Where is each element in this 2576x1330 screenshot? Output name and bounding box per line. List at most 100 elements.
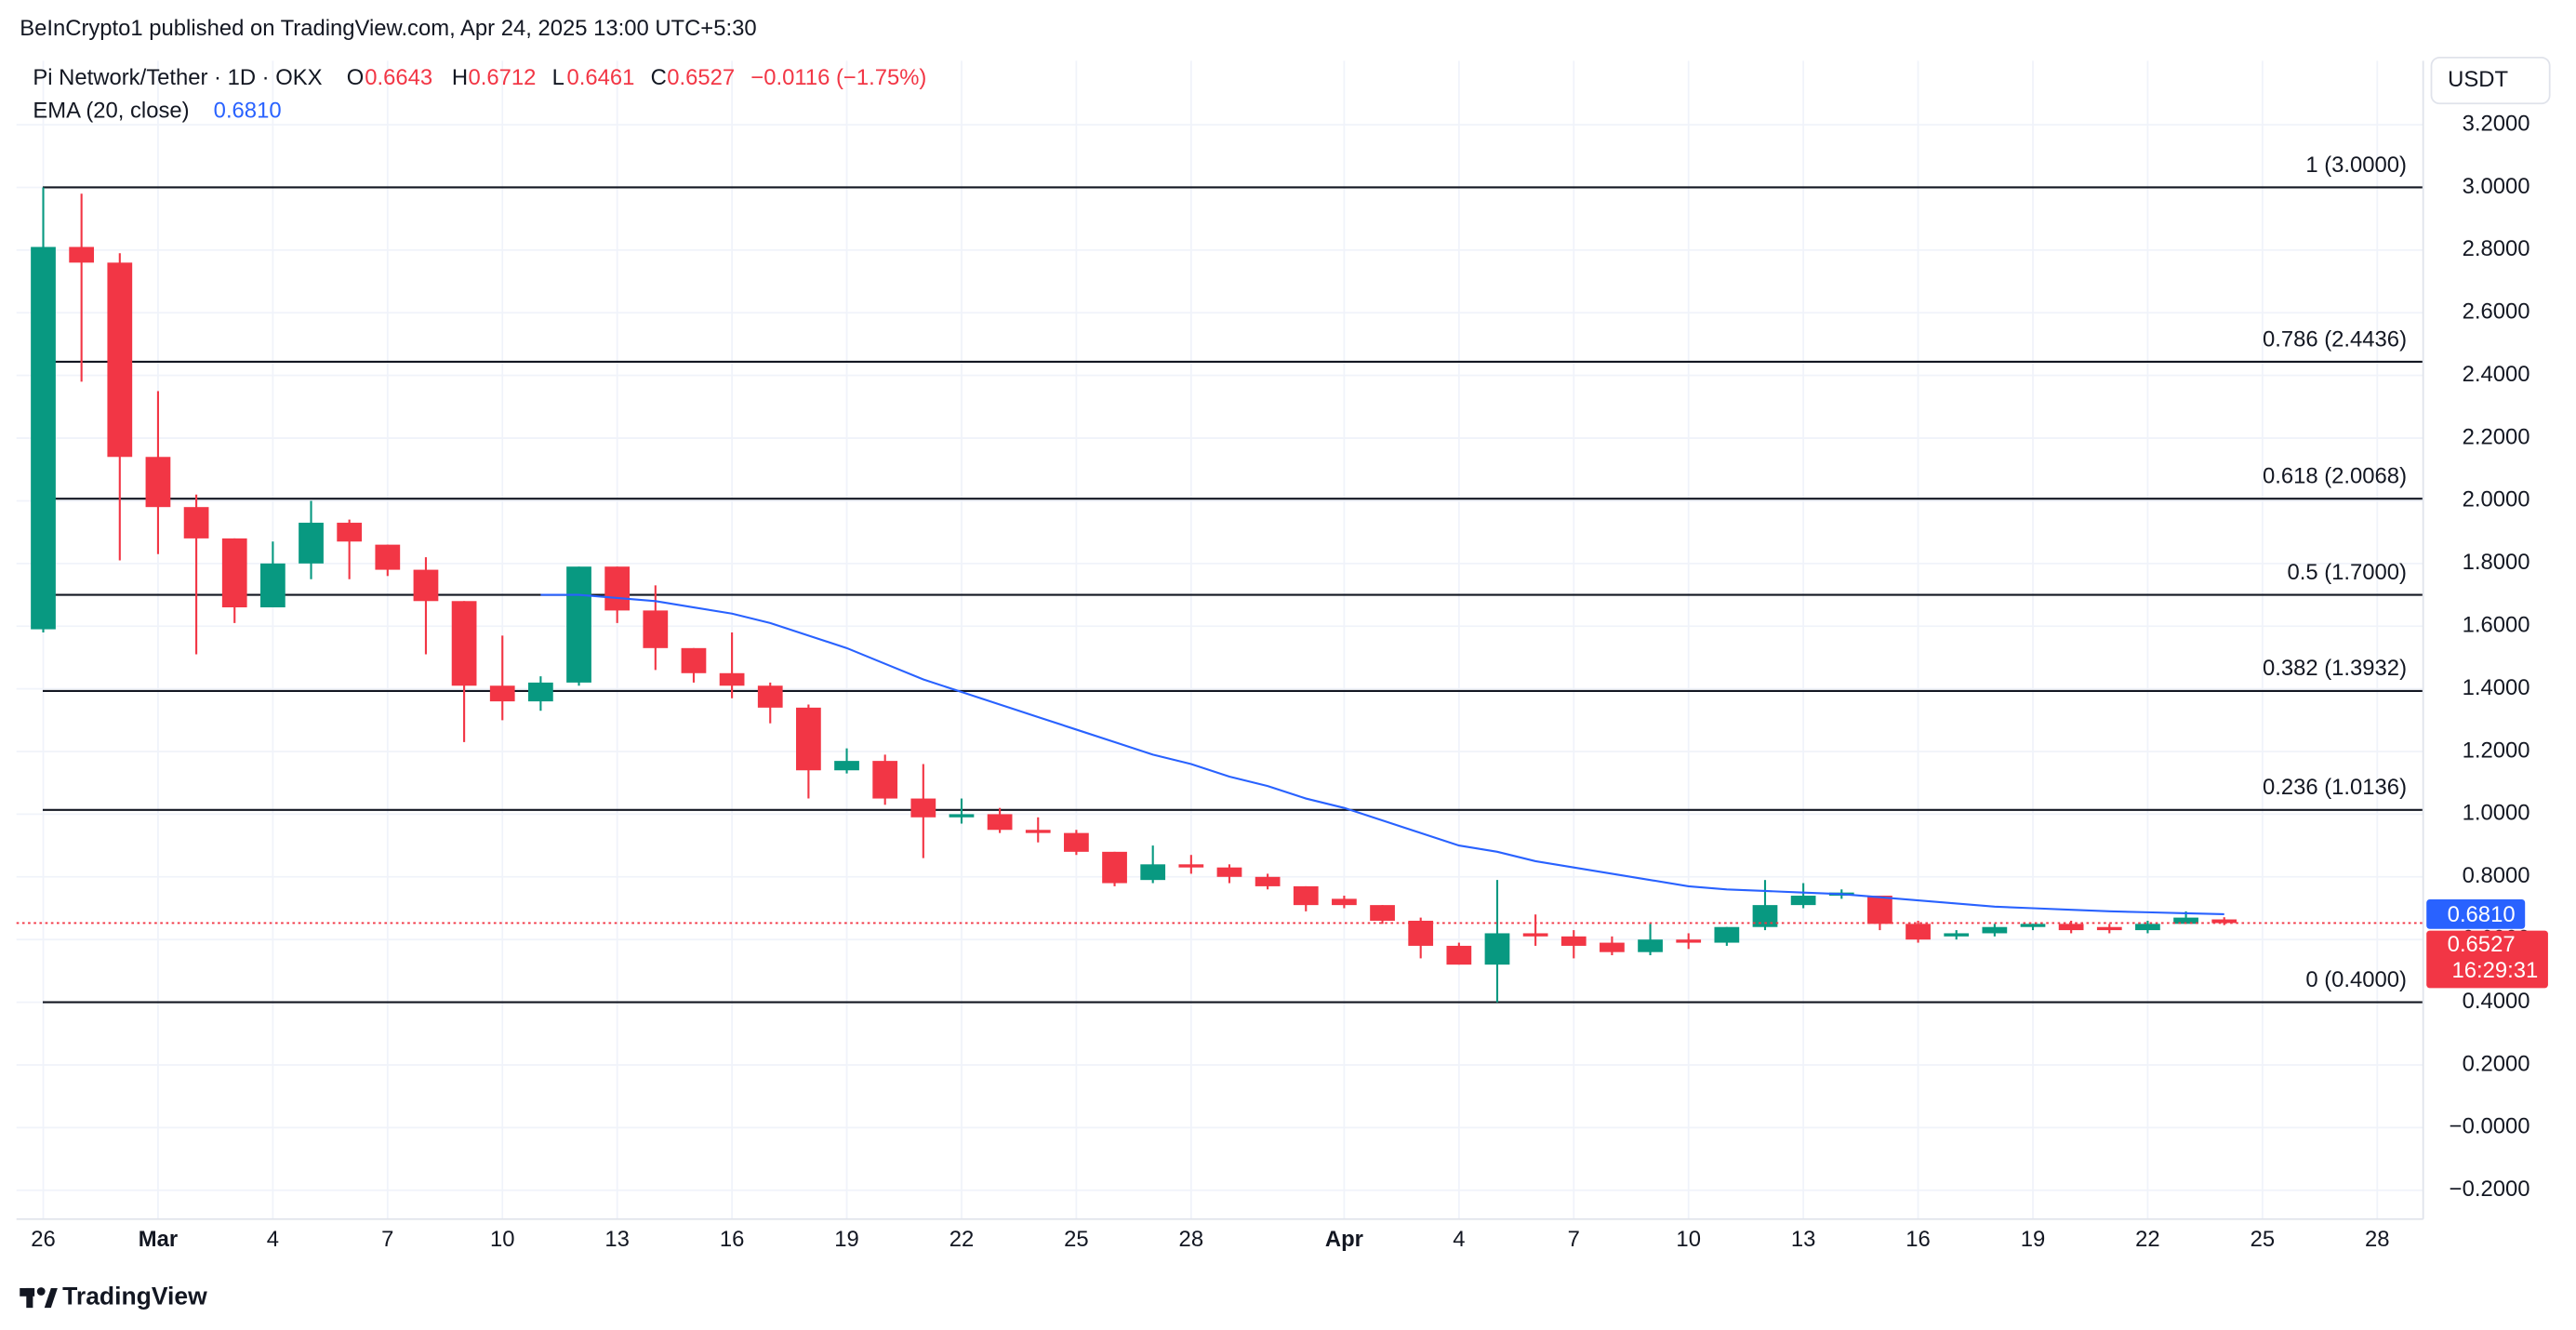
candle-body xyxy=(1255,876,1281,886)
candle-body xyxy=(183,507,209,539)
candle-body xyxy=(1600,942,1625,952)
y-tick-label: 1.4000 xyxy=(2463,675,2530,700)
candle-body xyxy=(2058,924,2084,931)
candle-body xyxy=(987,814,1013,831)
x-tick-label: 25 xyxy=(1064,1227,1089,1252)
ohlc-key: H xyxy=(452,65,468,90)
candle-body xyxy=(566,566,591,683)
ema-badge-label: 0.6810 xyxy=(2448,902,2516,927)
candle-body xyxy=(375,544,401,570)
x-tick-label: 28 xyxy=(1179,1227,1204,1252)
candle-body xyxy=(1676,939,1702,943)
legend-value: 0.6810 xyxy=(214,98,282,123)
price-badge-label: 0.6527 xyxy=(2448,932,2516,957)
candle-body xyxy=(681,647,707,673)
ohlc-key: L xyxy=(552,65,564,90)
ohlc-value: 0.6527 xyxy=(667,65,735,90)
ohlc-key: O xyxy=(347,65,365,90)
currency-label: USDT xyxy=(2448,67,2508,92)
y-tick-label: 0.8000 xyxy=(2463,863,2530,888)
candle-body xyxy=(834,761,859,771)
candle-body xyxy=(604,566,631,611)
candle-body xyxy=(1522,933,1548,937)
logo-mark xyxy=(36,1287,46,1296)
x-tick-label: 16 xyxy=(720,1227,745,1252)
y-tick-label: 1.8000 xyxy=(2463,550,2530,575)
candle-body xyxy=(1638,939,1663,952)
price-badge xyxy=(2426,930,2548,989)
symbol: Pi Network/Tether · 1D · OKX xyxy=(33,65,322,90)
x-tick-label: 19 xyxy=(834,1227,859,1252)
fib-label: 0.618 (2.0068) xyxy=(2263,463,2407,488)
y-tick-label: −0.0000 xyxy=(2450,1114,2530,1139)
y-tick-label: −0.2000 xyxy=(2450,1177,2530,1202)
y-tick-label: 2.6000 xyxy=(2463,299,2530,325)
fib-label: 0 (0.4000) xyxy=(2305,967,2407,992)
candle-body xyxy=(2173,917,2198,924)
y-tick-label: 2.0000 xyxy=(2463,487,2530,512)
candle-body xyxy=(489,685,515,702)
footer-brand: TradingView xyxy=(62,1283,207,1310)
x-tick-label: Mar xyxy=(139,1227,178,1252)
candle-body xyxy=(2135,924,2160,931)
countdown: 16:29:31 xyxy=(2452,958,2539,983)
candle-body xyxy=(1982,926,2008,934)
ohlc-value: 0.6712 xyxy=(469,65,537,90)
y-tick-label: 2.4000 xyxy=(2463,362,2530,387)
candle-body xyxy=(1752,905,1778,927)
candle-body xyxy=(221,538,247,608)
x-tick-label: 19 xyxy=(2021,1227,2046,1252)
fib-label: 0.236 (1.0136) xyxy=(2263,775,2407,800)
candle-body xyxy=(1484,933,1510,965)
fib-label: 0.786 (2.4436) xyxy=(2263,326,2407,352)
y-tick-label: 2.8000 xyxy=(2463,236,2530,261)
ohlc-value: 0.6643 xyxy=(365,65,432,90)
published-note: BeInCrypto1 published on TradingView.com… xyxy=(20,16,756,41)
currency-button[interactable] xyxy=(2430,56,2551,105)
ema-line xyxy=(540,593,2224,915)
x-tick-label: 10 xyxy=(1676,1227,1701,1252)
x-tick-label: 13 xyxy=(604,1227,630,1252)
candle-body xyxy=(337,523,363,542)
candle-body xyxy=(31,246,56,630)
candle-body xyxy=(1408,920,1434,946)
x-tick-label: 7 xyxy=(1568,1227,1580,1252)
x-tick-label: 22 xyxy=(949,1227,975,1252)
candle-body xyxy=(1944,933,1970,937)
x-tick-label: 26 xyxy=(31,1227,56,1252)
candle-body xyxy=(1370,905,1395,921)
candle-body xyxy=(1102,851,1127,884)
x-tick-label: 7 xyxy=(381,1227,393,1252)
candle-body xyxy=(2020,924,2046,927)
x-tick-label: 16 xyxy=(1905,1227,1931,1252)
candle-body xyxy=(910,798,936,818)
x-tick-label: 22 xyxy=(2135,1227,2160,1252)
candle-body xyxy=(1867,896,1892,924)
candle-body xyxy=(1178,864,1204,868)
candle-body xyxy=(1714,926,1740,943)
y-tick-label: 1.2000 xyxy=(2463,738,2530,763)
candle-body xyxy=(451,601,477,686)
candle-body xyxy=(2211,919,2237,924)
logo-mark xyxy=(44,1287,58,1309)
candle-body xyxy=(1140,864,1166,881)
candle-body xyxy=(1216,867,1242,877)
candle-body xyxy=(145,457,171,508)
price-change: −0.0116 (−1.75%) xyxy=(750,65,926,90)
candle-body xyxy=(1446,945,1472,965)
candle-body xyxy=(2096,926,2122,931)
candle-body xyxy=(949,814,975,818)
candle-body xyxy=(528,682,553,702)
fib-label: 1 (3.0000) xyxy=(2305,153,2407,178)
candle-body xyxy=(69,246,95,263)
candle-body xyxy=(1332,898,1357,906)
candle-body xyxy=(107,262,133,458)
candle-body xyxy=(719,672,745,686)
candle-body xyxy=(1293,885,1319,906)
candle-body xyxy=(299,523,324,564)
candle-body xyxy=(796,707,821,771)
candle-body xyxy=(872,761,898,799)
plot-area: 1 (3.0000) 0.786 (2.4436) 0.618 (2.0068) 0.… xyxy=(16,153,2423,1004)
